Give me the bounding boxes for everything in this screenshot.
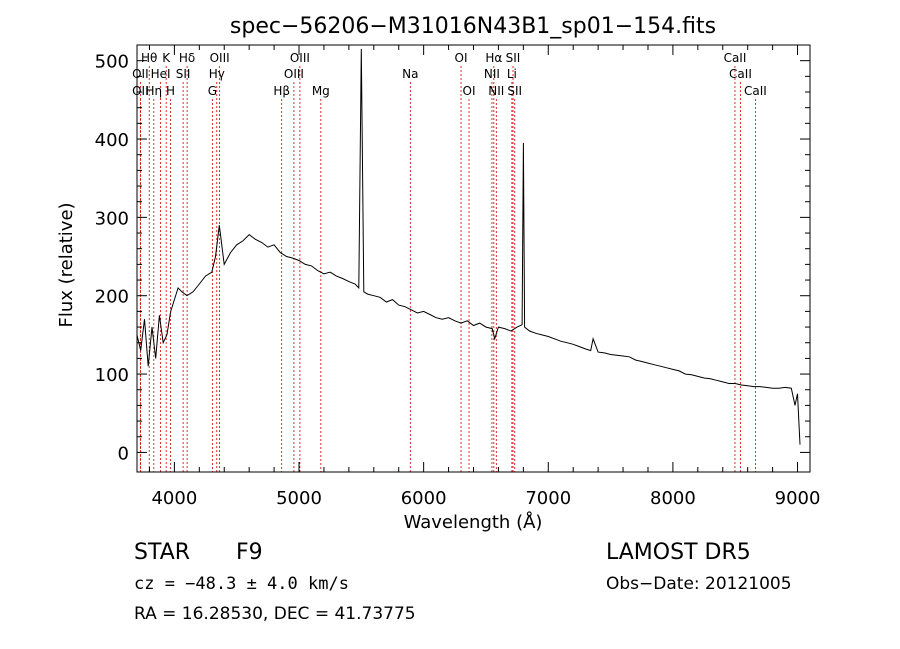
y-axis-label: Flux (relative): [56, 202, 77, 327]
line-marker-label: Hβ: [273, 84, 290, 98]
y-tick-label: 200: [95, 287, 129, 308]
line-marker-label: Hα: [485, 51, 502, 65]
line-marker-label: OI: [455, 51, 468, 65]
line-marker-label: CaII: [744, 84, 767, 98]
line-marker-label: SII: [506, 51, 521, 65]
line-marker-label: SII: [507, 84, 522, 98]
line-marker-label: OI: [463, 84, 476, 98]
line-marker-label: CaII: [724, 51, 747, 65]
y-tick-label: 0: [118, 443, 129, 464]
line-marker-label: Na: [402, 67, 418, 81]
chart-title: spec−56206−M31016N43B1_sp01−154.fits: [230, 14, 716, 39]
survey-name: LAMOST DR5: [606, 540, 751, 565]
y-tick-label: 400: [95, 130, 129, 151]
y-axis-ticks: 0 100 200 300 400 500: [95, 52, 810, 464]
x-tick-label: 5000: [276, 488, 322, 509]
plot-frame: [136, 44, 811, 473]
line-marker-label: OIII: [284, 67, 304, 81]
y-tick-label: 300: [95, 208, 129, 229]
line-marker-label: NII: [484, 67, 500, 81]
line-marker-label: Hδ: [179, 51, 195, 65]
x-axis-ticks: 4000 5000 6000 7000 8000 9000: [148, 45, 821, 509]
x-tick-label: 6000: [401, 488, 447, 509]
line-marker-label: OIII: [210, 51, 230, 65]
line-marker-label: CaII: [729, 67, 752, 81]
x-tick-label: 8000: [650, 488, 696, 509]
ra-dec: RA = 16.28530, DEC = 41.73775: [134, 604, 416, 624]
line-marker-label: OII: [132, 84, 149, 98]
redshift-cz: cz = −48.3 ± 4.0 km/s: [134, 574, 349, 594]
line-marker-label: OII: [132, 67, 149, 81]
x-tick-label: 7000: [525, 488, 571, 509]
observation-date: Obs−Date: 20121005: [606, 574, 792, 594]
x-axis-label: Wavelength (Å): [404, 511, 543, 533]
line-marker-label: OIII: [290, 51, 310, 65]
line-marker-label: Mg: [312, 84, 330, 98]
spectrum-line: [136, 48, 801, 445]
line-marker-label: NII: [488, 84, 504, 98]
line-marker-label: Hγ: [209, 67, 225, 81]
line-marker-label: K: [162, 51, 171, 65]
emission-line-markers: [139, 66, 756, 472]
object-subclass: F9: [236, 540, 263, 565]
x-tick-label: 9000: [775, 488, 821, 509]
line-marker-label: HeI: [151, 67, 171, 81]
emission-line-labels: HθOIIOIIHηHeIKHHδSIIGOIIIHγHβOIIIOIIIMgN…: [132, 51, 767, 98]
line-marker-label: Hθ: [141, 51, 157, 65]
object-class: STAR: [134, 540, 191, 565]
y-tick-label: 500: [95, 52, 129, 73]
line-marker-label: Li: [507, 67, 517, 81]
line-marker-label: H: [166, 84, 175, 98]
line-marker-label: Hη: [146, 84, 163, 98]
line-marker-label: SII: [176, 67, 191, 81]
y-tick-label: 100: [95, 365, 129, 386]
line-marker-label: G: [208, 84, 217, 98]
x-tick-label: 4000: [151, 488, 197, 509]
